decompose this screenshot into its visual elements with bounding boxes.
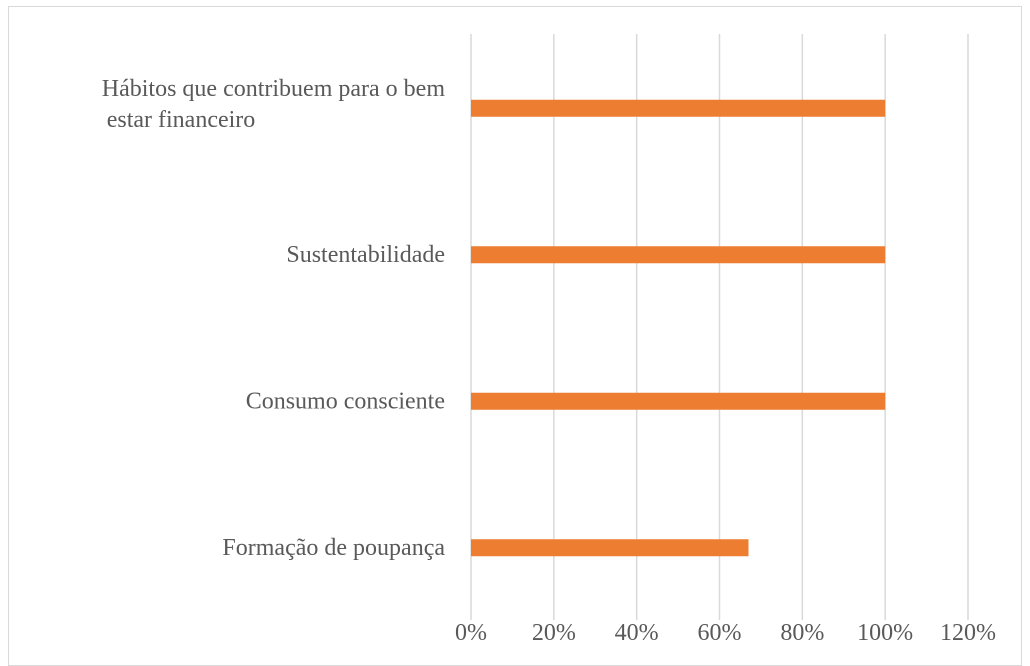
x-tick-label: 60% [698, 620, 742, 646]
x-tick-label: 100% [857, 620, 913, 646]
bar [471, 246, 886, 264]
x-axis-ticks: 0% 20% 40% 60% 80% 100% 120% [455, 620, 996, 646]
category-label: estar financeiro [107, 107, 256, 133]
x-tick-label: 0% [455, 620, 487, 646]
category-label: Consumo consciente [246, 388, 445, 414]
category-labels: Hábitos que contribuem para o bem estar f… [102, 76, 446, 561]
x-tick-label: 40% [615, 620, 659, 646]
x-tick-label: 80% [780, 620, 824, 646]
category-label: Formação de poupança [222, 535, 445, 561]
bar-layer [471, 99, 886, 557]
grid-layer [470, 34, 969, 620]
x-tick-label: 20% [532, 620, 576, 646]
x-tick-label: 120% [940, 620, 996, 646]
bar [471, 99, 886, 117]
bar [471, 392, 886, 410]
category-label: Sustentabilidade [286, 242, 445, 268]
bar [471, 539, 749, 557]
category-label: Hábitos que contribuem para o bem [102, 76, 446, 102]
